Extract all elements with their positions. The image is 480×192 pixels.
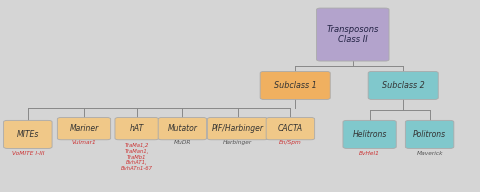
Text: Mariner: Mariner [70,124,98,133]
FancyBboxPatch shape [158,118,206,140]
Text: BvHel1: BvHel1 [359,151,380,156]
FancyBboxPatch shape [343,120,396,148]
Text: CACTA: CACTA [278,124,303,133]
FancyBboxPatch shape [317,8,389,61]
Text: Subclass 1: Subclass 1 [274,81,317,90]
FancyBboxPatch shape [266,118,315,140]
FancyBboxPatch shape [115,118,158,140]
Text: En/Spm: En/Spm [279,140,302,145]
Text: Mutator: Mutator [168,124,197,133]
Text: Harbinger: Harbinger [223,140,252,145]
FancyBboxPatch shape [58,118,110,140]
FancyBboxPatch shape [207,118,268,140]
Text: MuDR: MuDR [174,140,191,145]
Text: TraMa1,2
TraMan1,
TraMb1
BvhAT1,
BvhATn1-67: TraMa1,2 TraMan1, TraMb1 BvhAT1, BvhATn1… [121,143,153,171]
FancyBboxPatch shape [260,71,330,99]
FancyBboxPatch shape [405,120,454,148]
Text: Vulmar1: Vulmar1 [72,140,96,145]
Text: MITEs: MITEs [17,130,39,139]
Text: hAT: hAT [130,124,144,133]
FancyBboxPatch shape [368,71,438,99]
Text: VoMITE I-III: VoMITE I-III [12,151,44,156]
Text: Subclass 2: Subclass 2 [382,81,425,90]
Text: Helitrons: Helitrons [352,130,387,139]
FancyBboxPatch shape [3,120,52,148]
Text: Maverick: Maverick [416,151,443,156]
Text: Transposons
Class II: Transposons Class II [326,25,379,44]
Text: PIF/Harbinger: PIF/Harbinger [212,124,264,133]
Text: Politrons: Politrons [413,130,446,139]
